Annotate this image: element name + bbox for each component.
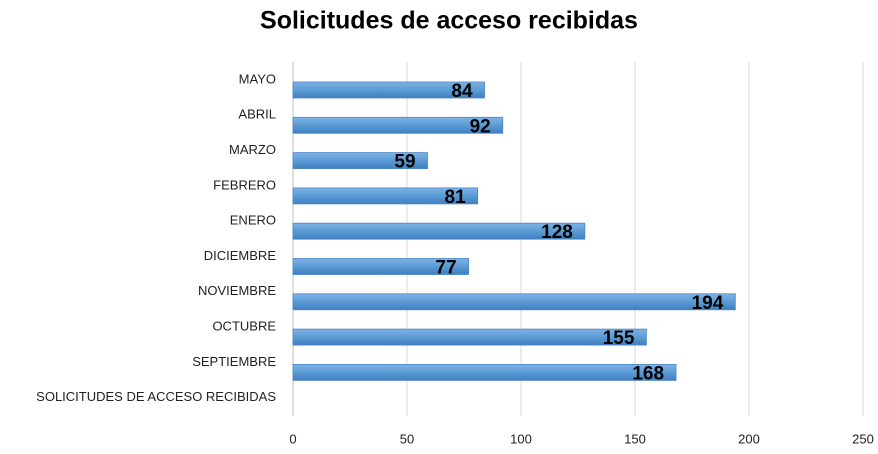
- bar: [292, 116, 504, 134]
- bar: [292, 187, 479, 205]
- y-tick-label: ABRIL: [238, 107, 276, 122]
- bar: [292, 222, 586, 240]
- x-tick-label: 250: [852, 431, 874, 446]
- bar: [292, 293, 736, 311]
- y-tick-label: MAYO: [239, 71, 276, 86]
- bar: [292, 328, 647, 346]
- bar: [292, 152, 428, 170]
- x-tick-label: 150: [624, 431, 646, 446]
- value-label: 128: [541, 222, 573, 243]
- y-tick-label: NOVIEMBRE: [198, 283, 276, 298]
- value-label: 194: [692, 293, 724, 314]
- x-tick-label: 0: [289, 431, 296, 446]
- value-label: 168: [632, 363, 664, 384]
- value-label: 59: [394, 152, 415, 173]
- x-tick-label: 200: [738, 431, 760, 446]
- y-tick-label: SOLICITUDES DE ACCESO RECIBIDAS: [36, 389, 276, 404]
- bar: [292, 81, 485, 99]
- value-label: 77: [435, 258, 456, 279]
- y-tick-label: OCTUBRE: [212, 319, 276, 334]
- value-label: 84: [451, 81, 473, 102]
- x-tick-label: 100: [510, 431, 532, 446]
- y-tick-label: ENERO: [230, 213, 276, 228]
- value-label: 92: [470, 116, 491, 137]
- bar: [292, 363, 677, 381]
- y-tick-label: FEBRERO: [213, 177, 276, 192]
- y-tick-label: DICIEMBRE: [204, 248, 277, 263]
- bar: [292, 258, 469, 275]
- y-tick-label: SEPTIEMBRE: [192, 354, 276, 369]
- x-tick-label: 50: [400, 431, 414, 446]
- value-label: 81: [445, 187, 467, 208]
- y-tick-label: MARZO: [229, 142, 276, 157]
- value-label: 155: [603, 328, 635, 349]
- chart-title: Solicitudes de acceso recibidas: [260, 7, 638, 35]
